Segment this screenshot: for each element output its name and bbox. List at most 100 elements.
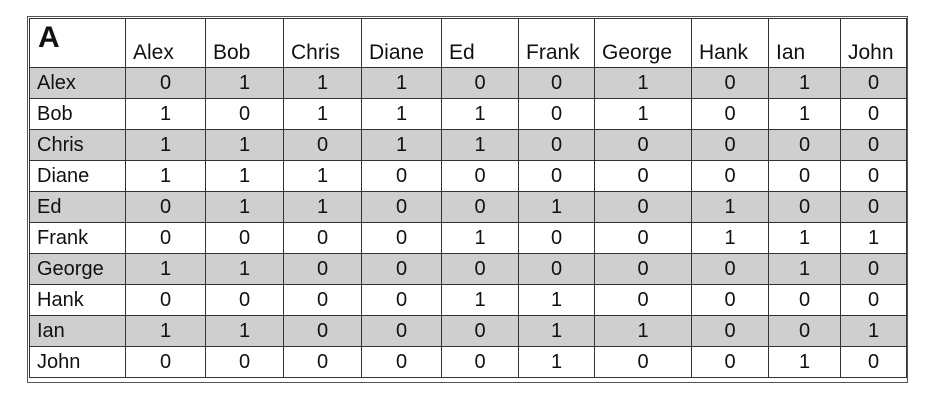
table-cell: 0 [518, 129, 595, 161]
table-cell: 1 [594, 98, 692, 130]
table-cell: 0 [768, 315, 841, 347]
row-header: Alex [29, 67, 126, 99]
column-header: Chris [283, 18, 362, 68]
column-header: George [594, 18, 692, 68]
table-cell: 1 [441, 98, 519, 130]
table-cell: 0 [594, 222, 692, 254]
table-cell: 1 [125, 160, 206, 192]
table-cell: 0 [768, 129, 841, 161]
row-header: Diane [29, 160, 126, 192]
row-header: George [29, 253, 126, 285]
table-cell: 1 [768, 346, 841, 378]
table-cell: 1 [205, 67, 284, 99]
column-header: Diane [361, 18, 442, 68]
table-cell: 1 [594, 67, 692, 99]
table-cell: 1 [125, 129, 206, 161]
table-cell: 1 [283, 160, 362, 192]
table-cell: 0 [283, 129, 362, 161]
table-cell: 0 [840, 129, 907, 161]
table-row: Hank 0 0 0 0 1 1 0 0 0 0 [29, 284, 907, 316]
table-cell: 0 [205, 222, 284, 254]
table-cell: 0 [361, 284, 442, 316]
table-cell: 0 [441, 191, 519, 223]
table-cell: 0 [441, 67, 519, 99]
table-cell: 0 [205, 346, 284, 378]
table-cell: 1 [361, 67, 442, 99]
table-cell: 0 [691, 67, 769, 99]
table-cell: 0 [691, 284, 769, 316]
column-header: John [840, 18, 907, 68]
table-cell: 0 [840, 98, 907, 130]
row-header: Chris [29, 129, 126, 161]
table-cell: 0 [125, 284, 206, 316]
table-cell: 0 [361, 191, 442, 223]
matrix-label: A [29, 18, 126, 68]
table-cell: 0 [518, 253, 595, 285]
table-cell: 0 [840, 284, 907, 316]
table-cell: 0 [518, 160, 595, 192]
table-cell: 1 [205, 129, 284, 161]
table-row: Bob 1 0 1 1 1 0 1 0 1 0 [29, 98, 907, 130]
table-cell: 1 [518, 346, 595, 378]
table-cell: 1 [441, 129, 519, 161]
table-cell: 1 [125, 98, 206, 130]
table-cell: 0 [691, 346, 769, 378]
table-cell: 1 [840, 315, 907, 347]
table-cell: 0 [441, 253, 519, 285]
table-cell: 0 [691, 315, 769, 347]
table-cell: 0 [840, 253, 907, 285]
table-cell: 1 [768, 253, 841, 285]
column-header: Ed [441, 18, 519, 68]
table-cell: 0 [840, 346, 907, 378]
column-header: Bob [205, 18, 284, 68]
table-cell: 1 [205, 253, 284, 285]
table-cell: 0 [125, 191, 206, 223]
table-cell: 0 [361, 346, 442, 378]
column-header: Hank [691, 18, 769, 68]
table-cell: 1 [441, 284, 519, 316]
table-cell: 1 [518, 315, 595, 347]
table-cell: 0 [361, 160, 442, 192]
table-cell: 0 [768, 160, 841, 192]
row-header: Bob [29, 98, 126, 130]
table-row: Ian 1 1 0 0 0 1 1 0 0 1 [29, 315, 907, 347]
table-cell: 1 [205, 191, 284, 223]
table-row: Chris 1 1 0 1 1 0 0 0 0 0 [29, 129, 907, 161]
table-cell: 0 [283, 253, 362, 285]
table-row: Ed 0 1 1 0 0 1 0 1 0 0 [29, 191, 907, 223]
table-cell: 0 [691, 129, 769, 161]
table-row: Diane 1 1 1 0 0 0 0 0 0 0 [29, 160, 907, 192]
table-cell: 1 [283, 191, 362, 223]
table-cell: 0 [205, 98, 284, 130]
table-cell: 1 [518, 284, 595, 316]
table-cell: 0 [691, 160, 769, 192]
table-cell: 1 [768, 67, 841, 99]
table-cell: 1 [205, 315, 284, 347]
table-cell: 1 [441, 222, 519, 254]
table-cell: 0 [441, 346, 519, 378]
table-cell: 0 [125, 222, 206, 254]
table-cell: 1 [205, 160, 284, 192]
table-row: George 1 1 0 0 0 0 0 0 1 0 [29, 253, 907, 285]
table-cell: 0 [441, 160, 519, 192]
table-cell: 0 [594, 253, 692, 285]
table-cell: 1 [691, 191, 769, 223]
column-header: Alex [125, 18, 206, 68]
table-cell: 0 [441, 315, 519, 347]
table-cell: 0 [283, 284, 362, 316]
table-cell: 0 [283, 346, 362, 378]
table-cell: 0 [768, 284, 841, 316]
table-cell: 0 [594, 346, 692, 378]
table-cell: 1 [518, 191, 595, 223]
table-cell: 0 [691, 98, 769, 130]
table-row: Alex 0 1 1 1 0 0 1 0 1 0 [29, 67, 907, 99]
table-cell: 0 [594, 191, 692, 223]
table-cell: 1 [768, 222, 841, 254]
table-cell: 0 [283, 222, 362, 254]
table-cell: 0 [594, 160, 692, 192]
table-cell: 1 [125, 253, 206, 285]
adjacency-matrix-table: A Alex Bob Chris Diane Ed Frank George H… [29, 18, 907, 378]
table-cell: 0 [361, 315, 442, 347]
table-cell: 1 [125, 315, 206, 347]
column-header: Ian [768, 18, 841, 68]
